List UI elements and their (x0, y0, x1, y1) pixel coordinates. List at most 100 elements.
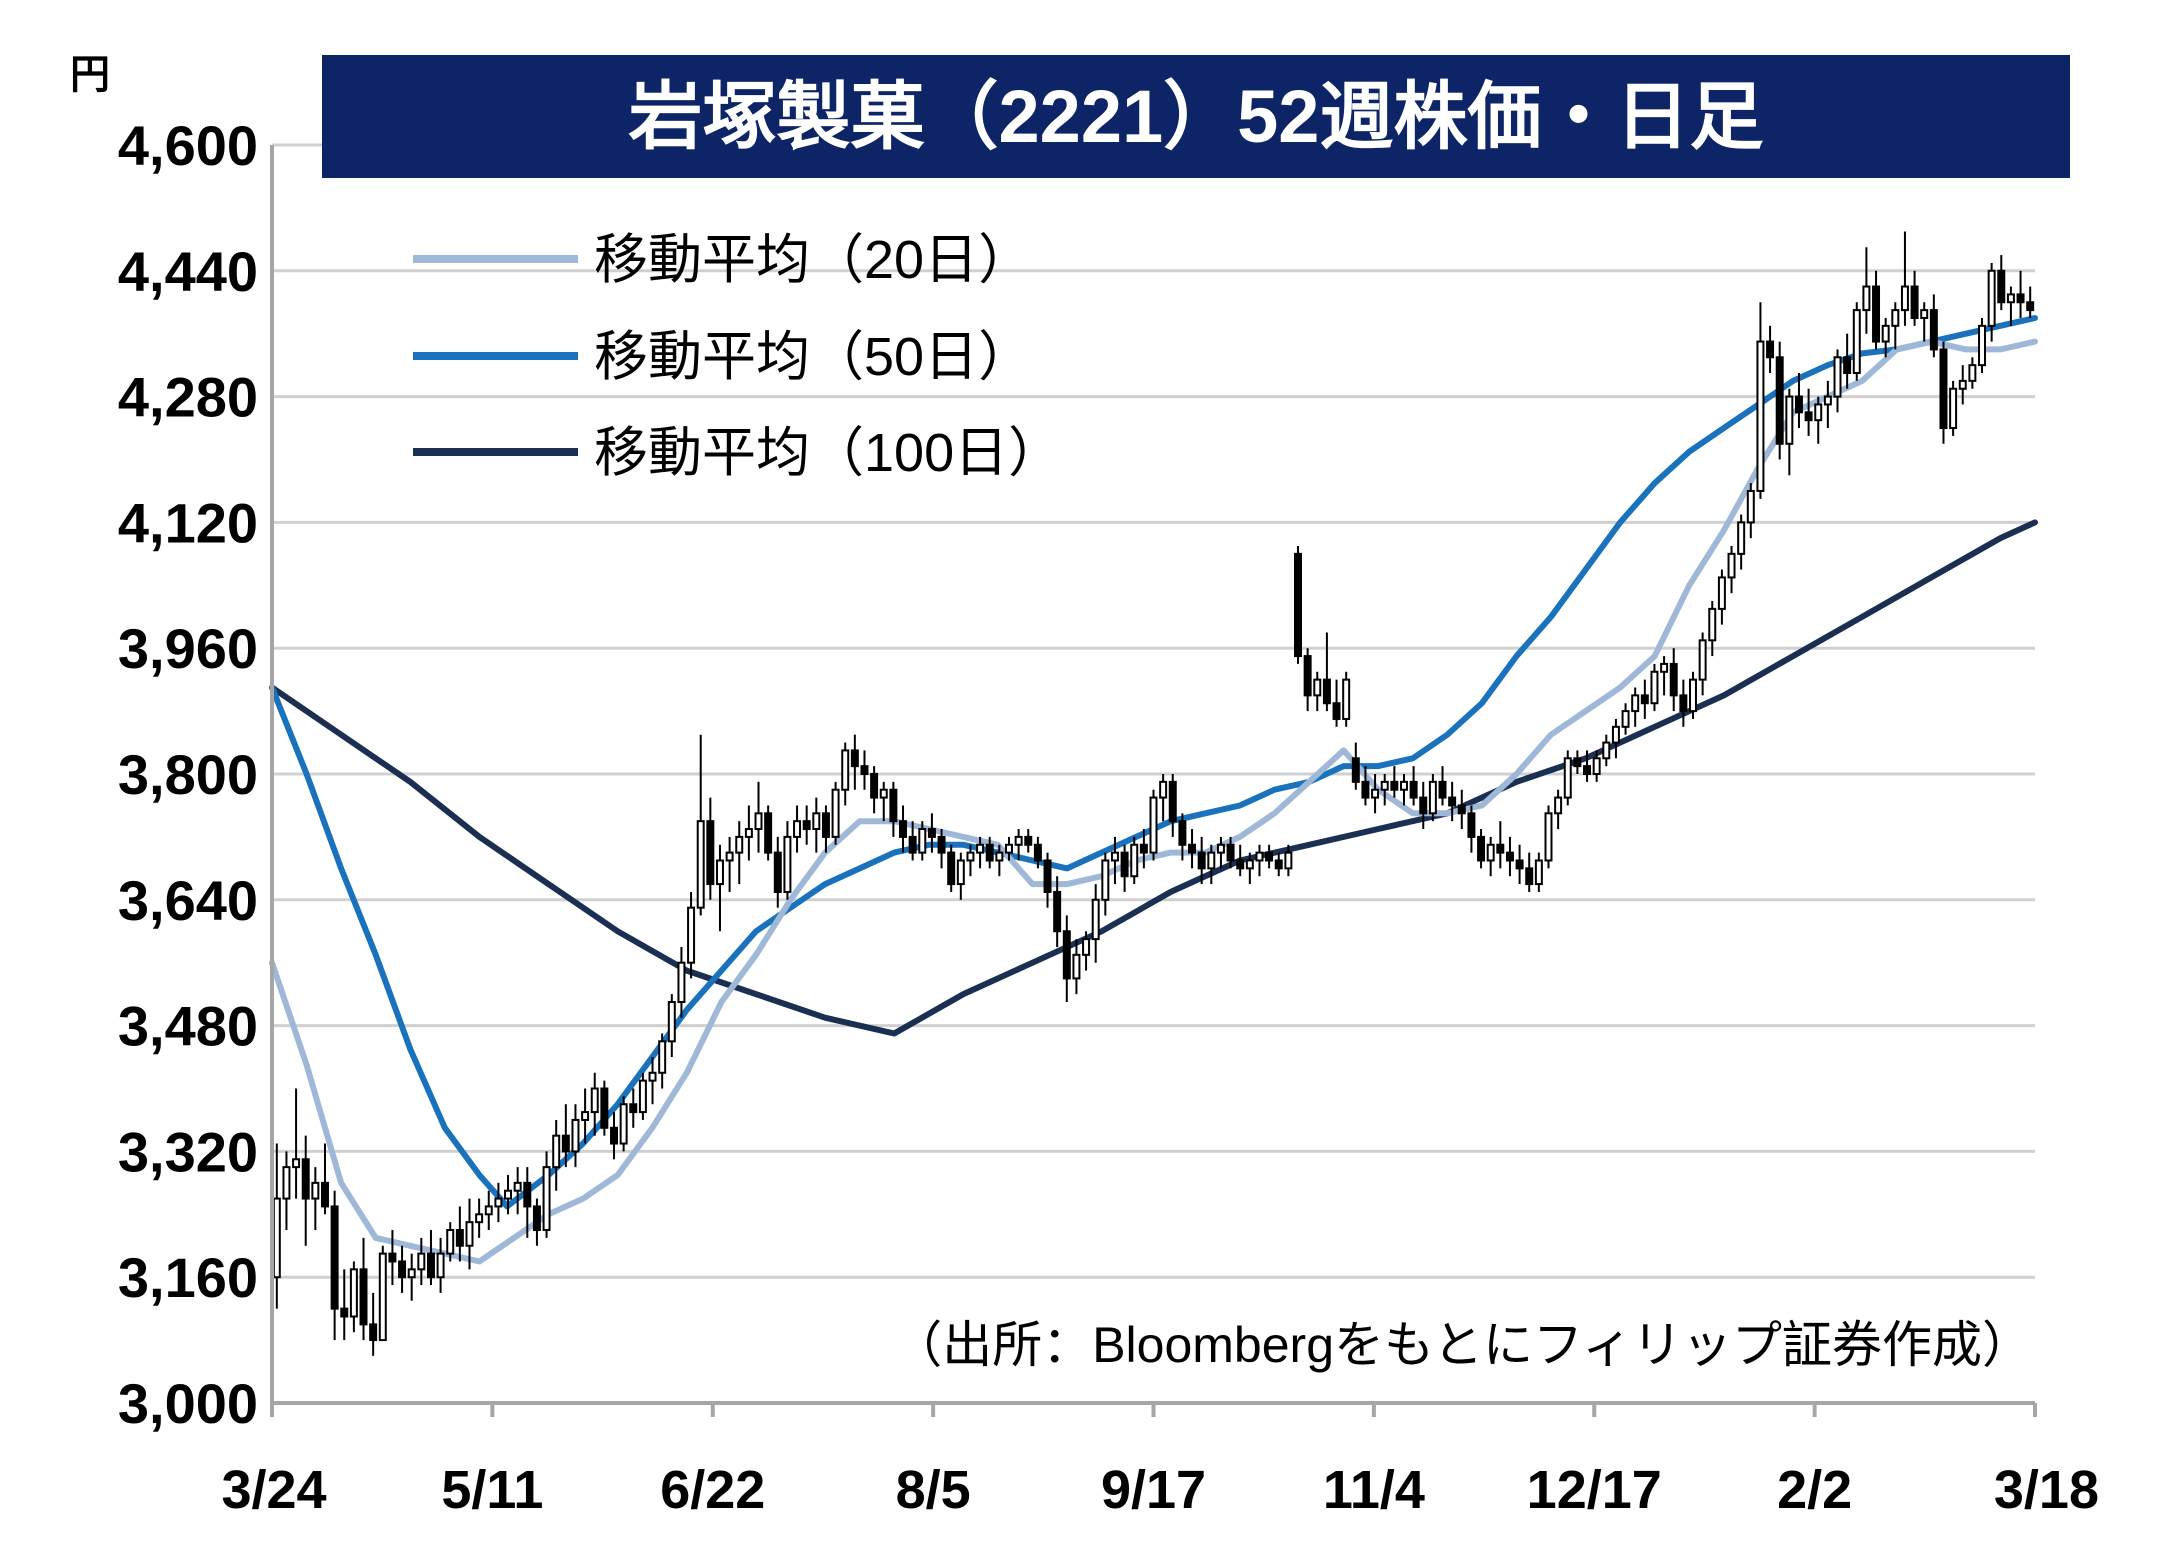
candle-body (610, 1126, 618, 1145)
candle (995, 844, 1004, 877)
y-tick-label: 3,800 (118, 743, 258, 806)
candle (927, 813, 936, 853)
candle (1101, 852, 1110, 916)
candle-body (378, 1252, 387, 1342)
candle-body (1554, 796, 1563, 815)
candle-body (1149, 796, 1158, 854)
candle (2026, 286, 2035, 318)
candle (1920, 302, 1929, 342)
candle-body (1178, 820, 1187, 846)
candle (1862, 247, 1871, 334)
candle-body (821, 812, 830, 838)
candle-body (1525, 867, 1534, 886)
candle (812, 797, 821, 853)
candle (1457, 789, 1466, 830)
candle-body (1775, 356, 1784, 445)
candle-body (1583, 765, 1592, 776)
candle (1689, 671, 1697, 719)
candle-body (484, 1205, 493, 1216)
candle (1053, 876, 1062, 947)
candle (417, 1237, 426, 1286)
y-tick-label: 3,000 (118, 1372, 258, 1435)
candle-body (1910, 285, 1919, 319)
candle (1197, 836, 1206, 885)
candle-body (407, 1268, 416, 1279)
candle (947, 844, 956, 892)
y-tick-label: 3,480 (118, 995, 258, 1058)
candle-body (1477, 835, 1486, 862)
candle-body (677, 961, 686, 1004)
candle-body (1881, 324, 1890, 343)
candle-body (879, 788, 888, 799)
candle (532, 1198, 541, 1246)
candle-body (735, 835, 744, 854)
candle (908, 821, 917, 861)
candle-body (1563, 757, 1572, 799)
candle (1245, 852, 1254, 885)
candle (1544, 805, 1553, 869)
candle-body (1900, 285, 1909, 312)
candle-body (436, 1252, 445, 1279)
candle-body (1438, 780, 1447, 799)
candle (426, 1230, 435, 1286)
candle-body (1939, 348, 1948, 430)
candle (542, 1151, 551, 1238)
candle (1014, 829, 1023, 861)
candle-body (706, 820, 715, 886)
candle-body (2016, 293, 2025, 304)
candle-body (1284, 851, 1293, 870)
x-tick-label: 11/4 (1323, 1460, 1425, 1520)
candle-body (648, 1071, 657, 1082)
candle (667, 994, 676, 1058)
candle (918, 821, 927, 861)
ma20-line (269, 338, 2038, 1265)
candle-body (1361, 780, 1370, 799)
candle (1804, 388, 1813, 436)
candle (1939, 341, 1948, 444)
candle (1005, 836, 1013, 861)
candle (378, 1245, 387, 1342)
candle (320, 1143, 329, 1215)
candle (1419, 781, 1428, 830)
candle (687, 891, 696, 979)
candle (1322, 632, 1331, 712)
candle (581, 1088, 590, 1144)
x-tick-label: 6/22 (660, 1460, 765, 1520)
candle-body (1024, 835, 1033, 846)
candle-body (1159, 780, 1168, 799)
candle-body (1891, 309, 1900, 327)
candle (1486, 836, 1495, 877)
grid (272, 143, 2035, 1279)
y-tick-label: 3,160 (118, 1246, 258, 1309)
candle-body (1448, 796, 1457, 807)
candle-body (561, 1134, 570, 1153)
candle (706, 797, 715, 900)
candle (1746, 483, 1755, 539)
candle (1698, 632, 1707, 696)
candle-body (1573, 757, 1582, 768)
candle (889, 781, 898, 837)
candle-body (1303, 655, 1312, 697)
candle-body (1274, 859, 1283, 870)
candle-body (1852, 309, 1861, 375)
title-banner (322, 55, 2070, 178)
candle (1274, 852, 1283, 877)
candle (870, 766, 879, 814)
candle (1207, 844, 1216, 885)
candle-body (1091, 898, 1100, 941)
candle-body (754, 812, 763, 831)
legend-label-ma20: 移動平均（20日） (594, 230, 1032, 290)
candle-body (1486, 843, 1495, 862)
candle-body (696, 820, 705, 909)
x-axis-ticks: 3/24 5/11 6/22 8/5 9/17 11/4 12/17 2/2 3/18 (221, 1403, 2099, 1520)
candle-body (542, 1166, 551, 1232)
candle-body (600, 1087, 609, 1129)
candle (1679, 679, 1688, 727)
candle (407, 1253, 416, 1301)
candle-body (1139, 843, 1148, 854)
candle (1303, 648, 1312, 712)
candle (600, 1080, 609, 1136)
candle (282, 1151, 291, 1231)
candle (1775, 341, 1784, 460)
candle (850, 734, 859, 790)
